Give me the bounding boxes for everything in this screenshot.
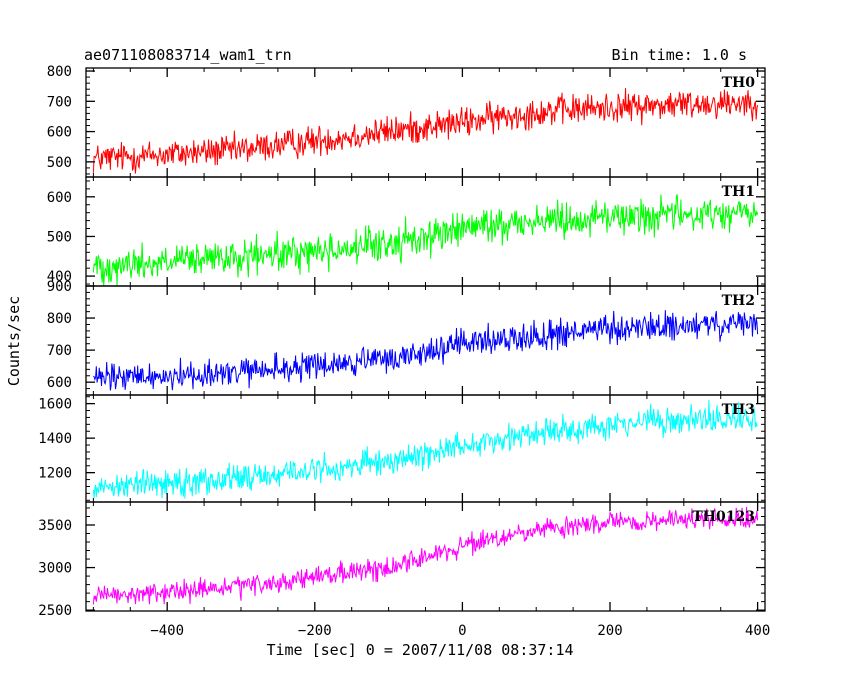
x-tick-label: −200	[298, 623, 332, 639]
y-tick-label: 3000	[38, 561, 72, 577]
x-axis-label: Time [sec] 0 = 2007/11/08 08:37:14	[266, 641, 573, 659]
panel-name-label: TH2	[722, 293, 755, 309]
y-tick-label: 700	[47, 94, 72, 110]
chart-title: ae071108083714_wam1_trn	[84, 46, 292, 64]
series-th3-line	[92, 399, 759, 499]
panel-name-label: TH3	[722, 402, 755, 418]
y-tick-label: 600	[47, 190, 72, 206]
y-tick-label: 2500	[38, 603, 72, 619]
bin-time-label: Bin time: 1.0 s	[612, 46, 747, 64]
y-tick-label: 600	[47, 125, 72, 141]
panel-th3: 1200 1400 1600 TH3	[38, 394, 766, 503]
y-tick-label: 1400	[38, 431, 72, 447]
panel-frame	[85, 285, 766, 396]
panel-th2: 600 700 800 900 TH2	[47, 279, 766, 396]
y-tick-label: 700	[47, 343, 72, 359]
panel-name-label: TH0123	[692, 509, 755, 525]
series-th2-line	[93, 310, 759, 391]
x-tick-label: −400	[150, 623, 184, 639]
panel-frame	[85, 176, 766, 287]
y-tick-label: 1600	[38, 397, 72, 413]
y-tick-label: 1200	[38, 466, 72, 482]
x-tick-label: 400	[745, 623, 770, 639]
y-tick-label: 600	[47, 375, 72, 391]
series-th1-line	[92, 194, 759, 286]
y-tick-label: 800	[47, 64, 72, 80]
y-tick-label: 800	[47, 311, 72, 327]
x-tick-label: 0	[458, 623, 466, 639]
x-tick-label: 200	[597, 623, 622, 639]
panel-th0123: 2500 3000 3500 TH0123	[38, 501, 766, 619]
y-tick-label: 500	[47, 229, 72, 245]
series-th0-line	[92, 88, 759, 174]
y-tick-label: 3500	[38, 518, 72, 534]
y-tick-label: 900	[47, 279, 72, 295]
y-axis-label: Counts/sec	[5, 296, 23, 386]
panel-name-label: TH1	[722, 184, 755, 200]
series-th0123-line	[92, 506, 759, 605]
panel-th1: 400 500 600 TH1	[47, 176, 766, 287]
panel-name-label: TH0	[722, 75, 756, 91]
panels-group: 500 600 700 800 TH0 400 500 600 TH1 600 700 800 900 T…	[38, 64, 770, 639]
y-tick-label: 500	[47, 155, 72, 171]
panel-th0: 500 600 700 800 TH0	[47, 64, 766, 178]
y-tick-label: 400	[47, 269, 72, 285]
